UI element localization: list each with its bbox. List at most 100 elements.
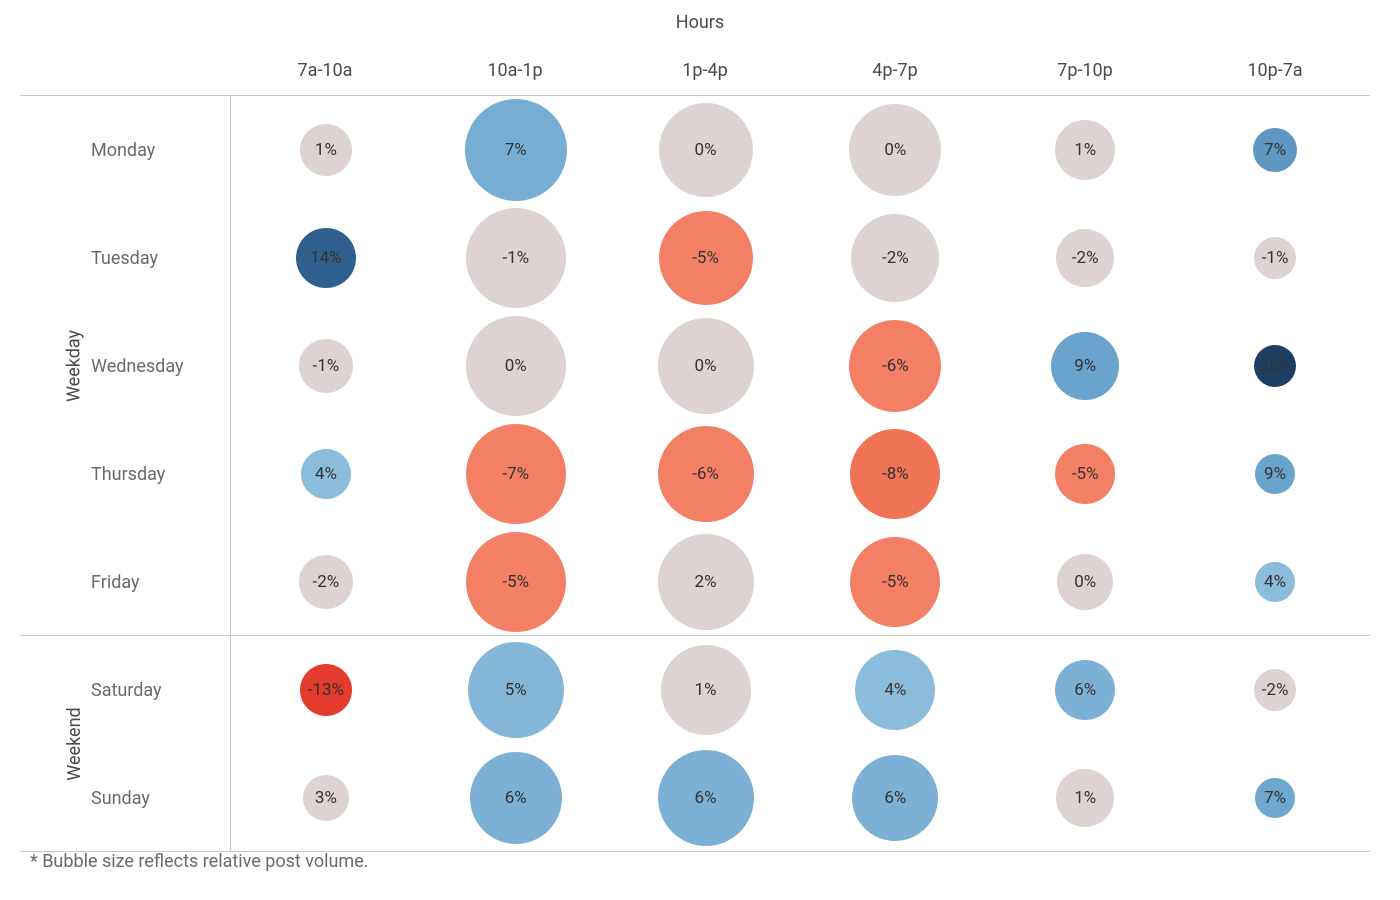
matrix-cell: 4% <box>800 636 990 744</box>
table-row: Tuesday14%-1%-5%-2%-2%-1% <box>230 204 1370 312</box>
bubble: 1% <box>661 645 751 735</box>
table-row: Wednesday-1%0%0%-6%9%25% <box>230 312 1370 420</box>
column-headers: 7a-10a10a-1p1p-4p4p-7p7p-10p10p-7a <box>230 60 1370 81</box>
bubble: -8% <box>850 429 940 519</box>
row-label: Saturday <box>91 680 221 701</box>
matrix-cell: -1% <box>231 312 421 420</box>
bubble: 6% <box>1055 660 1115 720</box>
row-label: Monday <box>91 140 221 161</box>
group-label: Weekend <box>64 707 85 780</box>
bubble-value: 7% <box>1264 788 1286 808</box>
bubble: -2% <box>1254 669 1296 711</box>
bubble-value: -6% <box>692 464 719 484</box>
bubble: -6% <box>658 426 754 522</box>
matrix-cell: -2% <box>1180 636 1370 744</box>
bubble-value: 0% <box>1074 572 1096 592</box>
bubble: -1% <box>466 208 566 308</box>
matrix-cell: -1% <box>1180 204 1370 312</box>
bubble-value: -6% <box>882 356 909 376</box>
matrix-cell: 5% <box>421 636 611 744</box>
bubble-value: -5% <box>502 572 529 592</box>
bubble-value: 7% <box>1264 140 1286 160</box>
bubble-value: 6% <box>505 788 527 808</box>
bubble: 2% <box>658 534 754 630</box>
bubble-value: 2% <box>695 572 717 592</box>
bubble: 5% <box>468 642 564 738</box>
bubble: 4% <box>1255 562 1295 602</box>
column-header: 1p-4p <box>610 60 800 81</box>
bubble: 9% <box>1255 454 1295 494</box>
row-group: WeekdayMonday1%7%0%0%1%7%Tuesday14%-1%-5… <box>20 96 1370 636</box>
bubble-value: 14% <box>310 248 342 268</box>
matrix-cell: 1% <box>611 636 801 744</box>
matrix-cell: 6% <box>421 744 611 852</box>
matrix-cell: -5% <box>421 528 611 636</box>
bubble-value: -5% <box>1072 464 1099 484</box>
bubble: 3% <box>303 775 349 821</box>
matrix-cell: -2% <box>231 528 421 636</box>
matrix-cell: 1% <box>990 744 1180 852</box>
matrix-cell: 25% <box>1180 312 1370 420</box>
row-label: Thursday <box>91 464 221 485</box>
table-row: Sunday3%6%6%6%1%7% <box>230 744 1370 852</box>
column-header: 10p-7a <box>1180 60 1370 81</box>
matrix-cell: -6% <box>800 312 990 420</box>
matrix-cell: 9% <box>990 312 1180 420</box>
bubble-value: 1% <box>1074 788 1096 808</box>
chart-footnote: * Bubble size reflects relative post vol… <box>30 851 369 872</box>
matrix-cell: 7% <box>1180 96 1370 204</box>
matrix-cell: 6% <box>611 744 801 852</box>
bubble-value: 5% <box>505 680 527 700</box>
bubble: -5% <box>850 537 940 627</box>
bubble-value: 1% <box>1074 140 1096 160</box>
row-label: Tuesday <box>91 248 221 269</box>
bubble-value: 9% <box>1074 356 1096 376</box>
bubble-value: 0% <box>884 140 906 160</box>
column-header: 7a-10a <box>230 60 420 81</box>
matrix-cell: -5% <box>990 420 1180 528</box>
bubble: 0% <box>658 318 754 414</box>
bubble-value: 4% <box>1264 572 1286 592</box>
bubble-value: 6% <box>695 788 717 808</box>
bubble-value: -7% <box>502 464 529 484</box>
column-header: 10a-1p <box>420 60 610 81</box>
bubble-value: 0% <box>505 356 527 376</box>
bubble-value: 9% <box>1264 464 1286 484</box>
matrix-cell: 1% <box>990 96 1180 204</box>
bubble-value: -2% <box>313 572 340 592</box>
column-header: 4p-7p <box>800 60 990 81</box>
row-group: WeekendSaturday-13%5%1%4%6%-2%Sunday3%6%… <box>20 636 1370 852</box>
matrix-cell: -5% <box>611 204 801 312</box>
bubble-value: -1% <box>502 248 529 268</box>
bubble-value: -2% <box>1072 248 1099 268</box>
chart-grid: 7a-10a10a-1p1p-4p4p-7p7p-10p10p-7a Weekd… <box>20 20 1370 850</box>
matrix-cell: -7% <box>421 420 611 528</box>
bubble-value: -8% <box>882 464 909 484</box>
matrix-cell: 0% <box>611 96 801 204</box>
matrix-cell: 6% <box>800 744 990 852</box>
table-row: Friday-2%-5%2%-5%0%4% <box>230 528 1370 636</box>
matrix-cell: -8% <box>800 420 990 528</box>
matrix-cell: 0% <box>421 312 611 420</box>
bubble: 6% <box>658 750 754 846</box>
matrix-cell: 7% <box>1180 744 1370 852</box>
bubble-value: -1% <box>313 356 340 376</box>
bubble-value: 6% <box>884 788 906 808</box>
matrix-cell: -2% <box>990 204 1180 312</box>
matrix-cell: 0% <box>800 96 990 204</box>
matrix-cell: 4% <box>231 420 421 528</box>
matrix-cell: 7% <box>421 96 611 204</box>
bubble: -7% <box>466 424 566 524</box>
bubble-value: 0% <box>695 140 717 160</box>
bubble: 25% <box>1254 345 1296 387</box>
row-label: Friday <box>91 572 221 593</box>
matrix-cell: 0% <box>990 528 1180 636</box>
bubble: 0% <box>659 103 753 197</box>
bubble-value: -5% <box>882 572 909 592</box>
bubble-value: 4% <box>884 680 906 700</box>
bubble: -5% <box>1055 444 1115 504</box>
bubble: -1% <box>1254 237 1296 279</box>
bubble: 7% <box>1255 778 1295 818</box>
bubble-value: 3% <box>315 788 337 808</box>
rows-area: WeekdayMonday1%7%0%0%1%7%Tuesday14%-1%-5… <box>20 95 1370 810</box>
